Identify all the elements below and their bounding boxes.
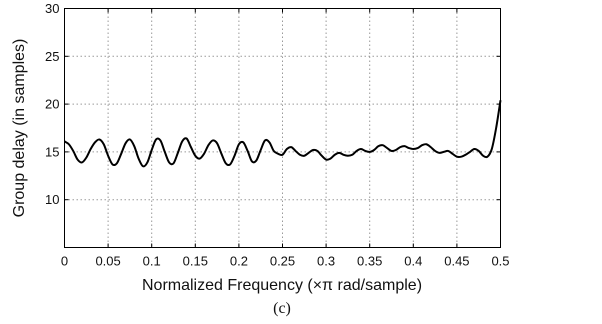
y-tick-label: 30 (45, 1, 59, 16)
plot-frame (64, 8, 501, 248)
y-axis-label: Group delay (in samples) (11, 39, 28, 218)
y-tick-label: 25 (45, 49, 59, 64)
x-axis-label: Normalized Frequency (×π rad/sample) (142, 277, 422, 294)
tick-layer (64, 8, 501, 248)
x-tick-label: 0.1 (143, 254, 161, 269)
x-tick-label: 0.4 (404, 254, 422, 269)
x-tick-label: 0.35 (357, 254, 382, 269)
x-tick-label: 0.5 (491, 254, 509, 269)
x-tick-label: 0.2 (230, 254, 248, 269)
x-tick-label: 0 (61, 254, 68, 269)
y-tick-label: 15 (45, 144, 59, 159)
x-tick-label: 0.15 (183, 254, 208, 269)
figure-caption: (c) (273, 300, 291, 317)
y-tick-labels: 10 15 20 25 30 (45, 1, 59, 207)
x-tick-label: 0.3 (317, 254, 335, 269)
y-tick-label: 20 (45, 97, 59, 112)
x-tick-label: 0.45 (444, 254, 469, 269)
x-tick-label: 0.25 (270, 254, 295, 269)
x-tick-labels: 0 0.05 0.1 0.15 0.2 0.25 0.3 0.35 0.4 0.45 0.5 (61, 254, 510, 269)
x-tick-label: 0.05 (95, 254, 120, 269)
y-tick-label: 10 (45, 192, 59, 207)
grid-layer (64, 8, 501, 248)
series-line-group-delay (63, 100, 502, 168)
